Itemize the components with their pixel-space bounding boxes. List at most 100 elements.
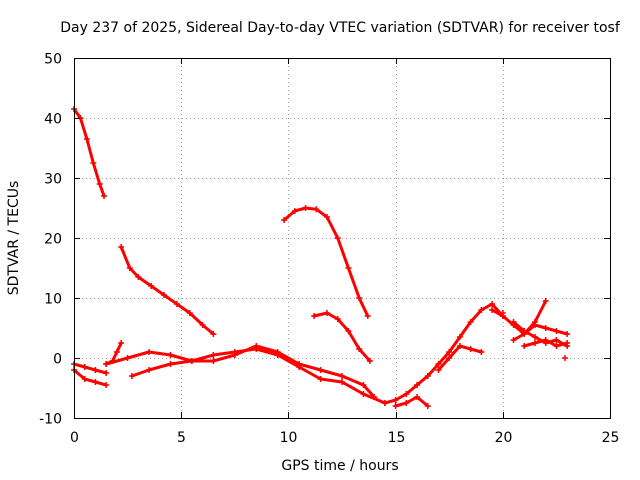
series-arc-5 xyxy=(71,367,110,388)
data-point xyxy=(323,310,330,316)
y-tick-label: -10 xyxy=(39,412,62,428)
data-point xyxy=(521,343,528,349)
x-axis-label: GPS time / hours xyxy=(281,458,398,474)
data-point xyxy=(311,313,318,319)
series-arc-12 xyxy=(435,343,485,373)
data-point xyxy=(103,370,110,376)
y-axis-label: SDTVAR / TECUs xyxy=(6,181,22,296)
data-point xyxy=(118,340,125,346)
series-arc-11 xyxy=(392,394,431,409)
data-point xyxy=(561,355,568,361)
data-point xyxy=(92,379,99,385)
data-point xyxy=(499,310,506,316)
data-point xyxy=(360,382,367,388)
axis-ticks: 0 5 10 15 20 25 -10 0 10 20 30 40 50 xyxy=(39,52,619,447)
data-point xyxy=(339,373,345,379)
series-path xyxy=(72,362,108,375)
data-point xyxy=(101,193,108,199)
data-point xyxy=(146,349,153,355)
data-series xyxy=(71,106,571,409)
data-point xyxy=(274,352,281,358)
series-arc-8 xyxy=(71,361,110,376)
y-tick-label: 50 xyxy=(44,52,62,68)
data-point xyxy=(403,391,410,397)
data-point xyxy=(542,337,549,343)
data-point xyxy=(103,382,110,388)
data-point xyxy=(210,358,217,364)
x-tick-label: 0 xyxy=(70,430,79,446)
data-point xyxy=(167,352,174,358)
data-point xyxy=(81,364,88,370)
series-path xyxy=(383,302,505,405)
data-point xyxy=(531,340,538,346)
y-tick-label: 10 xyxy=(44,292,62,308)
data-point xyxy=(360,391,367,397)
x-tick-label: 25 xyxy=(602,430,620,446)
data-point xyxy=(564,340,571,346)
data-point xyxy=(81,376,88,382)
data-point xyxy=(478,349,485,355)
data-point xyxy=(542,325,549,331)
data-point xyxy=(366,358,373,364)
data-point xyxy=(317,376,324,382)
data-point xyxy=(345,265,352,271)
data-point xyxy=(364,313,371,319)
data-point xyxy=(553,337,560,343)
data-point xyxy=(113,349,120,355)
data-point xyxy=(148,283,155,289)
data-point xyxy=(414,382,421,388)
data-point xyxy=(456,334,463,340)
data-point xyxy=(345,328,352,334)
series-path xyxy=(312,311,372,363)
data-point xyxy=(302,205,309,211)
data-point xyxy=(146,367,153,373)
series-arc-9 xyxy=(128,346,388,406)
y-tick-label: 30 xyxy=(44,172,62,188)
data-point xyxy=(381,400,388,406)
series-arc-3 xyxy=(281,205,371,319)
data-point xyxy=(210,352,217,358)
x-tick-label: 10 xyxy=(280,430,298,446)
series-path xyxy=(72,368,108,387)
data-point xyxy=(553,328,560,334)
data-point xyxy=(186,310,193,316)
data-point xyxy=(188,358,195,364)
data-point xyxy=(334,235,341,241)
data-point xyxy=(135,274,142,280)
data-point xyxy=(553,343,560,349)
data-point xyxy=(103,361,110,367)
data-point xyxy=(510,337,517,343)
data-point xyxy=(489,307,496,313)
data-point xyxy=(564,331,571,337)
data-point xyxy=(96,181,103,187)
data-point xyxy=(510,319,517,325)
data-point xyxy=(467,346,474,352)
outlier-points xyxy=(499,310,568,361)
data-point xyxy=(435,361,442,367)
data-point xyxy=(296,364,303,370)
data-point xyxy=(542,298,549,304)
chart-title: Day 237 of 2025, Sidereal Day-to-day VTE… xyxy=(60,20,621,36)
data-point xyxy=(90,160,97,166)
series-path xyxy=(490,299,548,336)
data-point xyxy=(210,331,217,337)
data-point xyxy=(446,355,453,361)
data-point xyxy=(173,301,180,307)
y-tick-label: 20 xyxy=(44,232,62,248)
data-point xyxy=(392,397,399,403)
grid xyxy=(74,58,610,418)
y-tick-label: 40 xyxy=(44,112,62,128)
data-point xyxy=(478,307,485,313)
data-point xyxy=(83,136,90,142)
data-point xyxy=(253,346,260,352)
series-path xyxy=(282,206,370,318)
series-arc-15 xyxy=(510,322,571,343)
series-arc-16 xyxy=(521,337,571,349)
data-point xyxy=(167,361,174,367)
data-point xyxy=(403,400,410,406)
data-point xyxy=(424,373,431,379)
x-tick-label: 5 xyxy=(177,430,186,446)
data-point xyxy=(124,355,131,361)
data-point xyxy=(199,322,206,328)
